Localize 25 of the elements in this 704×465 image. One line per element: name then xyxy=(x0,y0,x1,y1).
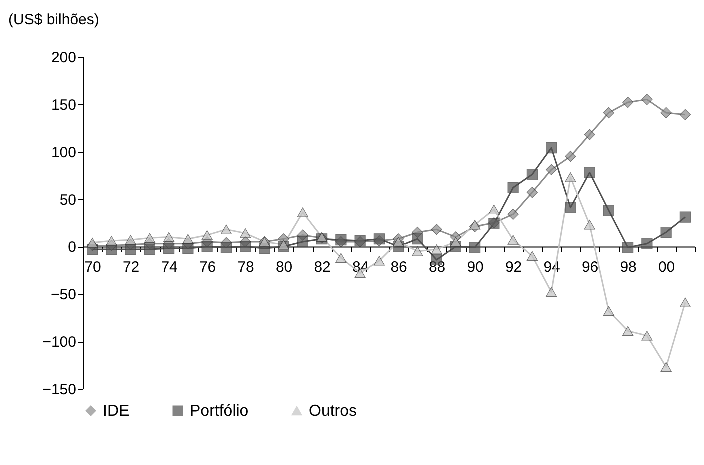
x-tick-label: 90 xyxy=(467,259,484,276)
y-tick-label: −100 xyxy=(42,334,76,352)
y-tick-label: −150 xyxy=(42,382,76,398)
x-tick-label: 00 xyxy=(658,259,676,276)
y-tick-label: −50 xyxy=(51,286,76,304)
y-tick-label: 150 xyxy=(51,96,76,114)
x-tick-label: 96 xyxy=(582,259,599,276)
x-tick-label: 86 xyxy=(390,259,408,276)
x-tick-label: 82 xyxy=(314,259,331,276)
y-tick-label: 50 xyxy=(60,192,76,209)
legend-label: Portfólio xyxy=(190,403,249,420)
legend-label: Outros xyxy=(309,403,358,420)
y-tick-label: 200 xyxy=(51,50,76,66)
y-axis-title: (US$ bilhões) xyxy=(8,12,100,28)
x-tick-label: 70 xyxy=(84,259,102,276)
x-tick-label: 92 xyxy=(505,259,522,276)
x-tick-label: 76 xyxy=(199,259,216,276)
x-tick-label: 78 xyxy=(238,259,254,276)
y-tick-label: 100 xyxy=(51,144,76,162)
x-tick-label: 72 xyxy=(122,259,140,276)
legend-label: IDE xyxy=(103,403,130,420)
x-tick-label: 80 xyxy=(276,259,293,276)
y-tick-label: 0 xyxy=(68,239,76,256)
x-tick-label: 74 xyxy=(161,259,178,276)
x-tick-label: 98 xyxy=(620,259,637,276)
